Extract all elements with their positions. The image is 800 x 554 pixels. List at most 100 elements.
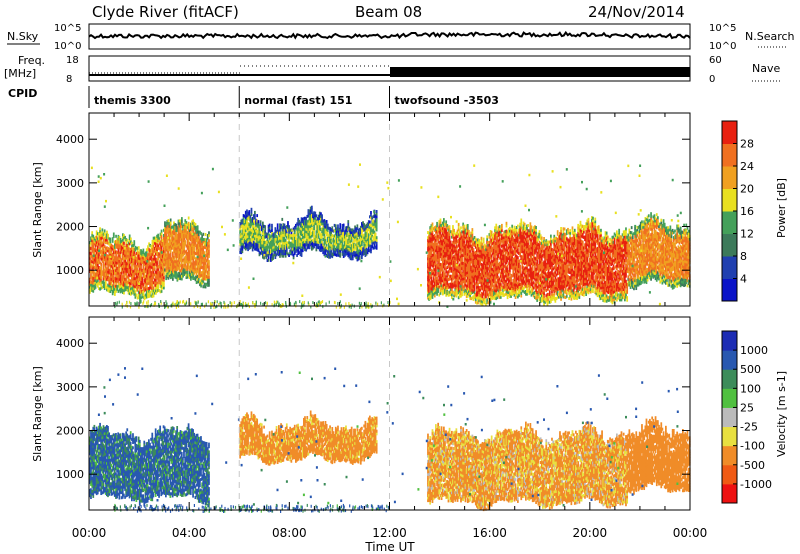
echo-cell bbox=[458, 273, 461, 277]
echo-cell bbox=[153, 236, 156, 240]
echo-cell bbox=[461, 274, 463, 278]
echo-cell bbox=[255, 221, 257, 225]
echo-cell bbox=[108, 242, 111, 246]
echo-cell bbox=[443, 283, 445, 287]
echo-cell bbox=[114, 285, 116, 289]
echo-cell bbox=[354, 233, 356, 237]
echo-cell bbox=[195, 236, 198, 240]
echo-cell bbox=[336, 243, 338, 247]
echo-cell bbox=[357, 233, 360, 237]
echo-cell bbox=[115, 261, 117, 265]
echo-cell bbox=[428, 245, 430, 249]
echo-cell bbox=[163, 283, 165, 287]
echo-cell bbox=[443, 218, 445, 222]
echo-cell bbox=[501, 237, 503, 241]
echo-cell bbox=[476, 293, 478, 297]
echo-cell bbox=[144, 283, 147, 287]
echo-cell bbox=[284, 249, 287, 253]
echo-cell bbox=[89, 243, 91, 247]
echo-cell bbox=[488, 254, 491, 258]
echo-cell bbox=[187, 221, 190, 225]
echo-cell bbox=[147, 255, 149, 259]
echo-cell bbox=[494, 260, 496, 264]
echo-cell bbox=[428, 240, 430, 244]
echo-cell bbox=[443, 257, 445, 261]
echo-cell bbox=[144, 275, 147, 279]
echo-cell bbox=[186, 273, 189, 277]
echo-cell bbox=[496, 238, 499, 242]
echo-cell bbox=[148, 260, 150, 264]
echo-cell bbox=[326, 236, 329, 240]
echo-cell bbox=[184, 227, 187, 231]
echo-cell bbox=[239, 250, 242, 254]
echo-cell bbox=[458, 229, 461, 233]
echo-cell bbox=[187, 234, 190, 238]
echo-cell bbox=[250, 213, 253, 217]
echo-cell bbox=[273, 237, 276, 241]
echo-cell bbox=[126, 280, 129, 284]
echo-cell bbox=[190, 251, 192, 255]
echo-cell bbox=[481, 300, 484, 304]
echo-cell bbox=[127, 270, 130, 274]
echo-cell bbox=[155, 273, 157, 277]
echo-cell bbox=[490, 267, 493, 271]
echo-cell bbox=[338, 230, 341, 234]
echo-cell bbox=[458, 247, 461, 251]
echo-cell bbox=[183, 267, 186, 271]
echo-cell bbox=[178, 258, 181, 262]
echo-cell bbox=[477, 269, 479, 273]
echo-cell bbox=[449, 277, 452, 281]
echo-cell bbox=[126, 257, 129, 261]
echo-cell bbox=[266, 248, 269, 252]
echo-cell bbox=[145, 271, 148, 275]
echo-cell bbox=[490, 246, 493, 250]
echo-cell bbox=[339, 246, 342, 250]
echo-cell bbox=[430, 242, 433, 246]
echo-cell bbox=[374, 222, 377, 226]
echo-cell bbox=[175, 229, 178, 233]
echo-cell bbox=[188, 270, 191, 274]
echo-cell bbox=[254, 229, 256, 233]
echo-cell bbox=[488, 264, 491, 268]
echo-cell bbox=[163, 265, 165, 269]
echo-cell bbox=[187, 255, 190, 259]
echo-cell bbox=[284, 228, 287, 232]
echo-cell bbox=[172, 269, 174, 273]
echo-cell bbox=[437, 279, 440, 283]
echo-cell bbox=[108, 281, 111, 285]
echo-cell bbox=[304, 245, 306, 249]
echo-cell bbox=[165, 269, 168, 273]
echo-cell bbox=[268, 236, 271, 240]
echo-cell bbox=[132, 257, 135, 261]
echo-cell bbox=[197, 241, 200, 245]
echo-cell bbox=[131, 260, 133, 264]
echo-cell bbox=[206, 236, 209, 240]
echo-cell bbox=[94, 285, 97, 289]
echo-cell bbox=[285, 232, 288, 236]
echo-cell bbox=[502, 257, 504, 261]
echo-cell bbox=[125, 282, 128, 286]
echo-cell bbox=[174, 233, 177, 237]
echo-cell bbox=[356, 250, 359, 254]
echo-cell bbox=[169, 257, 172, 261]
echo-cell bbox=[479, 249, 482, 253]
echo-cell bbox=[479, 252, 482, 256]
echo-cell bbox=[203, 240, 206, 244]
echo-cell bbox=[479, 244, 482, 248]
echo-cell bbox=[336, 238, 338, 242]
echo-cell bbox=[102, 261, 105, 265]
echo-cell bbox=[337, 227, 339, 231]
echo-cell bbox=[307, 232, 310, 236]
echo-cell bbox=[471, 277, 474, 281]
echo-cell bbox=[208, 273, 210, 277]
echo-cell bbox=[148, 250, 150, 254]
echo-cell bbox=[279, 241, 281, 245]
echo-cell bbox=[465, 295, 468, 299]
echo-cell bbox=[93, 260, 96, 264]
echo-cell bbox=[181, 225, 183, 229]
echo-cell bbox=[326, 249, 329, 253]
echo-cell bbox=[493, 253, 495, 257]
echo-cell bbox=[478, 270, 481, 274]
echo-cell bbox=[497, 255, 500, 259]
echo-cell bbox=[159, 279, 162, 283]
